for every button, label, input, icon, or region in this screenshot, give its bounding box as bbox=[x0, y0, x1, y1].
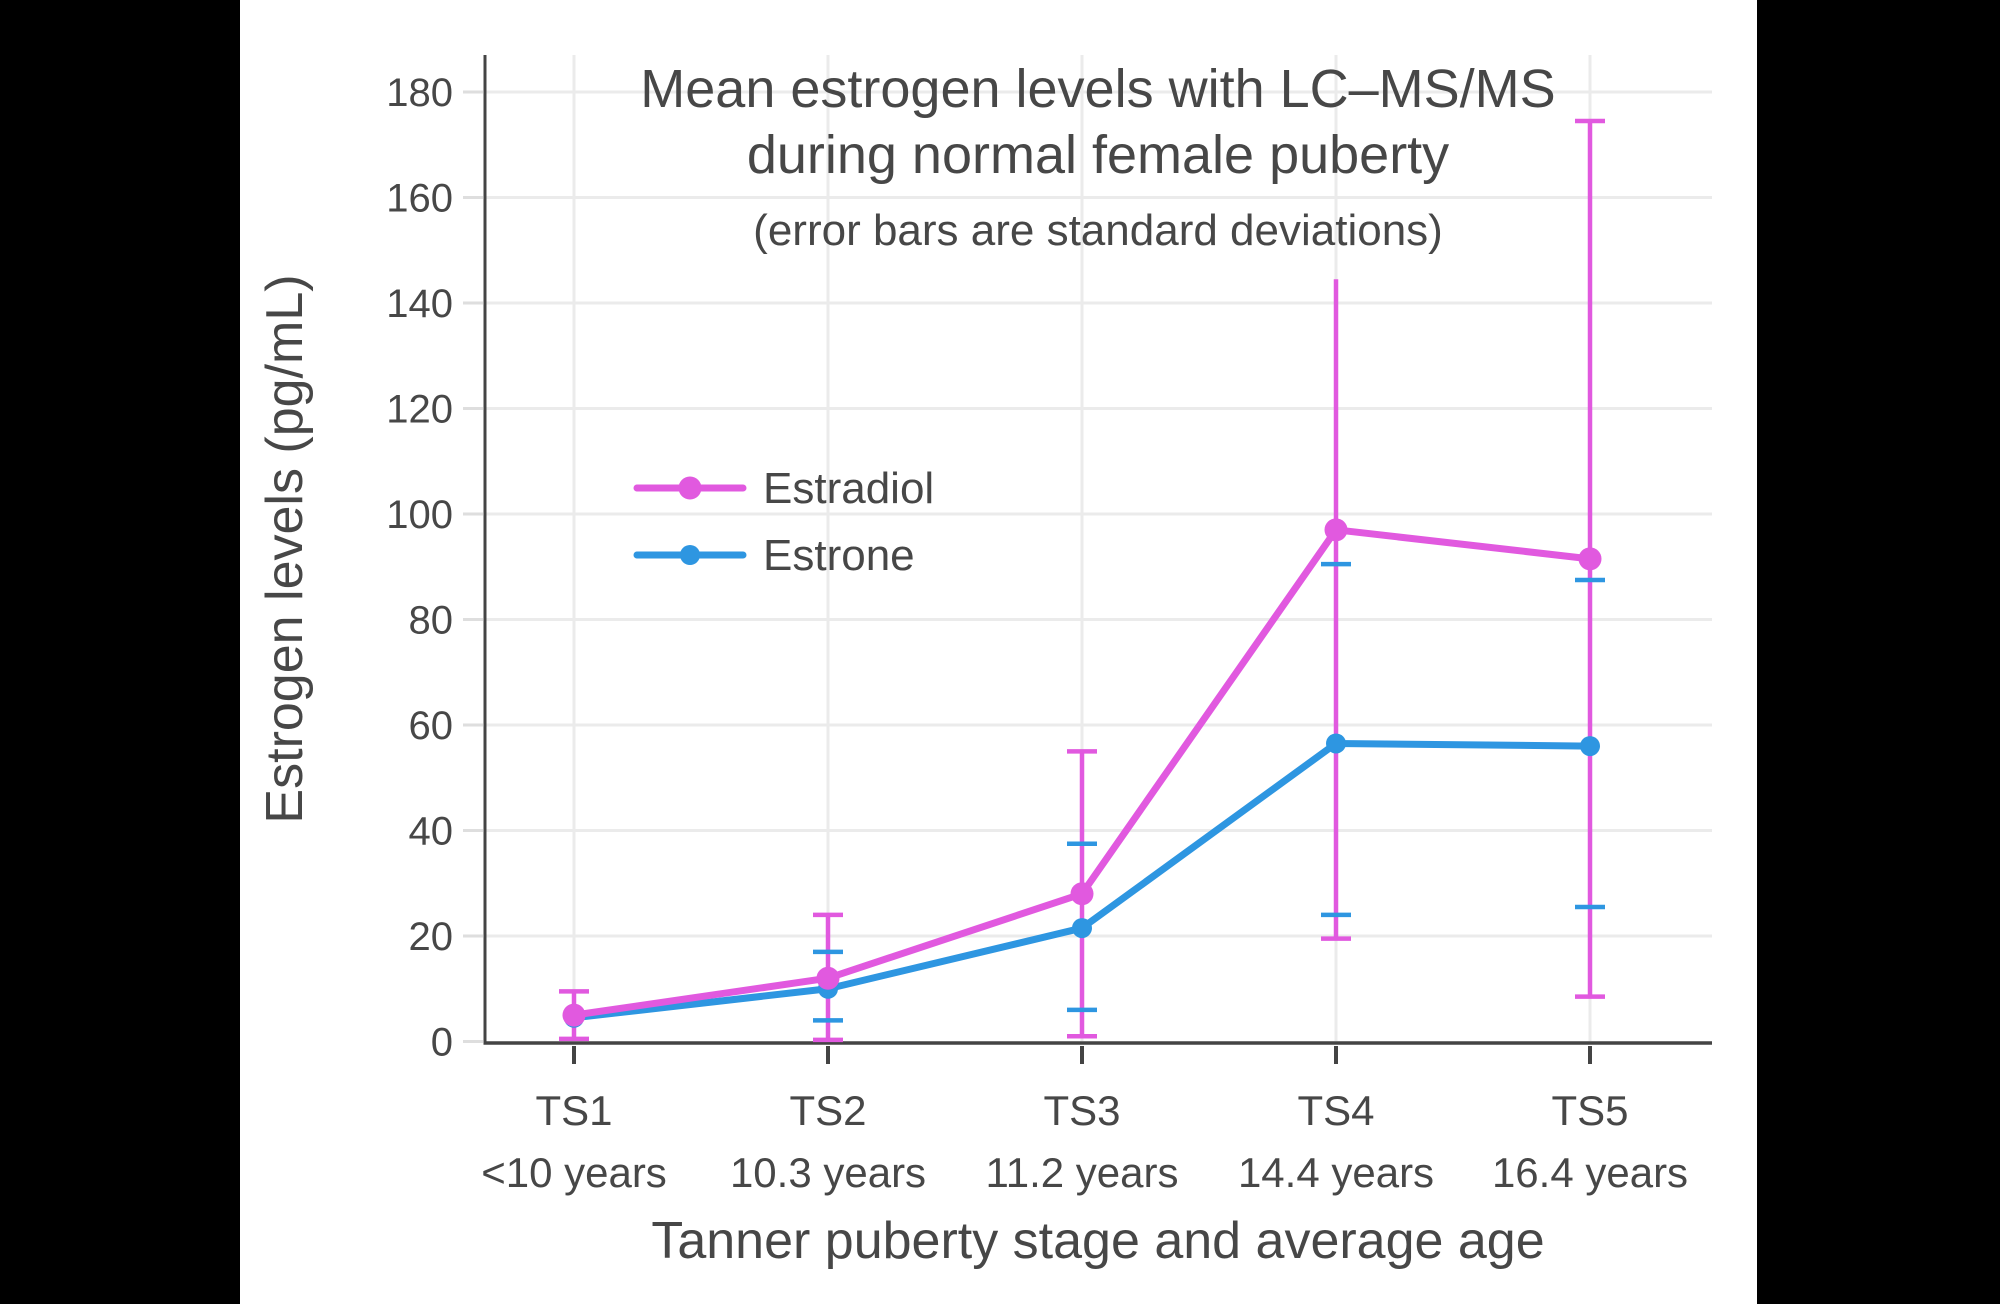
estradiol-point-TS4 bbox=[1324, 518, 1348, 542]
x-tick-age-TS1: <10 years bbox=[481, 1149, 667, 1196]
estradiol-point-TS1 bbox=[562, 1003, 586, 1027]
y-tick-label-80: 80 bbox=[409, 599, 454, 643]
estradiol-point-TS2 bbox=[816, 966, 840, 990]
legend: Estradiol Estrone bbox=[633, 464, 934, 580]
estradiol-point-TS3 bbox=[1070, 882, 1094, 906]
y-tick-label-100: 100 bbox=[386, 493, 453, 537]
legend-item-estrone: Estrone bbox=[633, 531, 915, 580]
y-axis-ticks-and-labels: 0 20 40 60 80 100 120 140 160 180 bbox=[386, 71, 483, 1065]
chart-subtitle: (error bars are standard deviations) bbox=[753, 206, 1443, 255]
axis-lines bbox=[483, 55, 1712, 1045]
legend-marker-estradiol bbox=[678, 476, 702, 500]
estradiol-markers bbox=[562, 518, 1602, 1027]
legend-label-estradiol: Estradiol bbox=[763, 464, 934, 513]
y-tick-label-60: 60 bbox=[409, 704, 454, 748]
chart-panel: 0 20 40 60 80 100 120 140 160 180 TS1 <10 years TS2… bbox=[240, 0, 1757, 1304]
x-tick-age-TS5: 16.4 years bbox=[1492, 1149, 1688, 1196]
y-axis-title: Estrogen levels (pg/mL) bbox=[256, 274, 314, 823]
x-axis-title: Tanner puberty stage and average age bbox=[651, 1212, 1544, 1270]
estrone-point-TS4 bbox=[1326, 733, 1346, 754]
x-tick-label-TS3: TS3 bbox=[1043, 1087, 1120, 1134]
chart-title-line1: Mean estrogen levels with LC–MS/MS bbox=[640, 59, 1555, 119]
x-tick-label-TS2: TS2 bbox=[789, 1087, 866, 1134]
x-tick-label-TS5: TS5 bbox=[1551, 1087, 1628, 1134]
x-axis-ticks-and-labels: TS1 <10 years TS2 10.3 years TS3 11.2 years TS… bbox=[481, 1046, 1688, 1196]
legend-marker-estrone bbox=[680, 545, 700, 565]
estrone-point-TS5 bbox=[1580, 736, 1600, 757]
y-tick-label-20: 20 bbox=[409, 915, 454, 959]
chart-title-line2: during normal female puberty bbox=[747, 125, 1449, 185]
estrogen-levels-line-chart: 0 20 40 60 80 100 120 140 160 180 TS1 <10 years TS2… bbox=[256, 55, 1712, 1270]
x-tick-age-TS2: 10.3 years bbox=[730, 1149, 926, 1196]
y-tick-label-180: 180 bbox=[386, 71, 453, 115]
horizontal-gridlines bbox=[485, 90, 1712, 938]
x-tick-age-TS3: 11.2 years bbox=[986, 1149, 1179, 1196]
y-tick-label-160: 160 bbox=[386, 177, 453, 221]
estradiol-point-TS5 bbox=[1578, 547, 1602, 571]
x-tick-label-TS1: TS1 bbox=[535, 1087, 612, 1134]
legend-label-estrone: Estrone bbox=[763, 531, 915, 580]
x-tick-label-TS4: TS4 bbox=[1297, 1087, 1374, 1134]
y-tick-label-140: 140 bbox=[386, 282, 453, 326]
y-tick-label-120: 120 bbox=[386, 388, 453, 432]
x-tick-age-TS4: 14.4 years bbox=[1238, 1149, 1434, 1196]
estrone-error-caps bbox=[813, 561, 1605, 1023]
y-tick-label-40: 40 bbox=[409, 810, 454, 854]
y-tick-label-0: 0 bbox=[431, 1021, 453, 1065]
legend-item-estradiol: Estradiol bbox=[633, 464, 934, 513]
estrone-point-TS3 bbox=[1072, 918, 1092, 939]
